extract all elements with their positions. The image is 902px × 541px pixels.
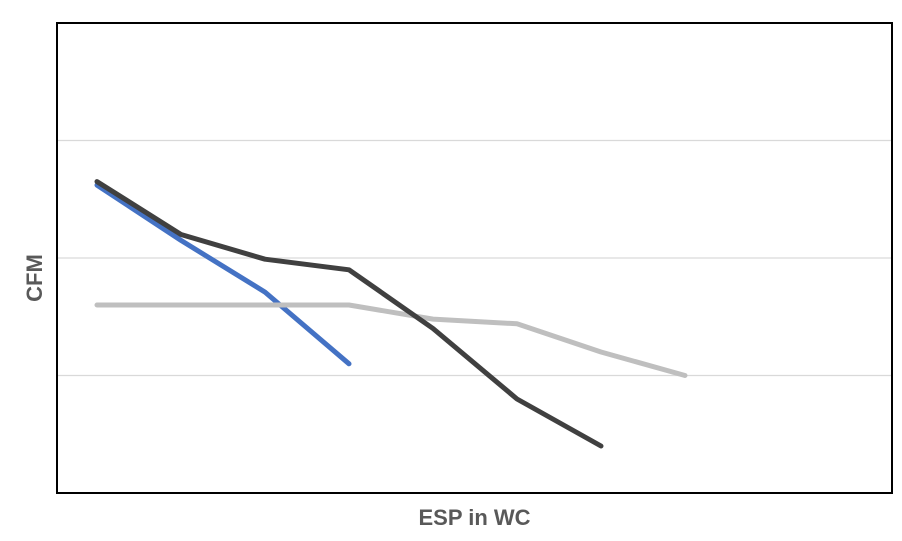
- plot-area-border: [56, 22, 893, 494]
- gridlines: [57, 139, 892, 377]
- series-line-2: [94, 302, 688, 378]
- plot-frame: [56, 22, 893, 494]
- y-axis-title: CFM: [22, 254, 47, 302]
- series-line-1: [94, 182, 352, 367]
- x-axis-title: ESP in WC: [418, 505, 530, 530]
- series-layer: [94, 179, 688, 449]
- series-line-3: [94, 179, 604, 449]
